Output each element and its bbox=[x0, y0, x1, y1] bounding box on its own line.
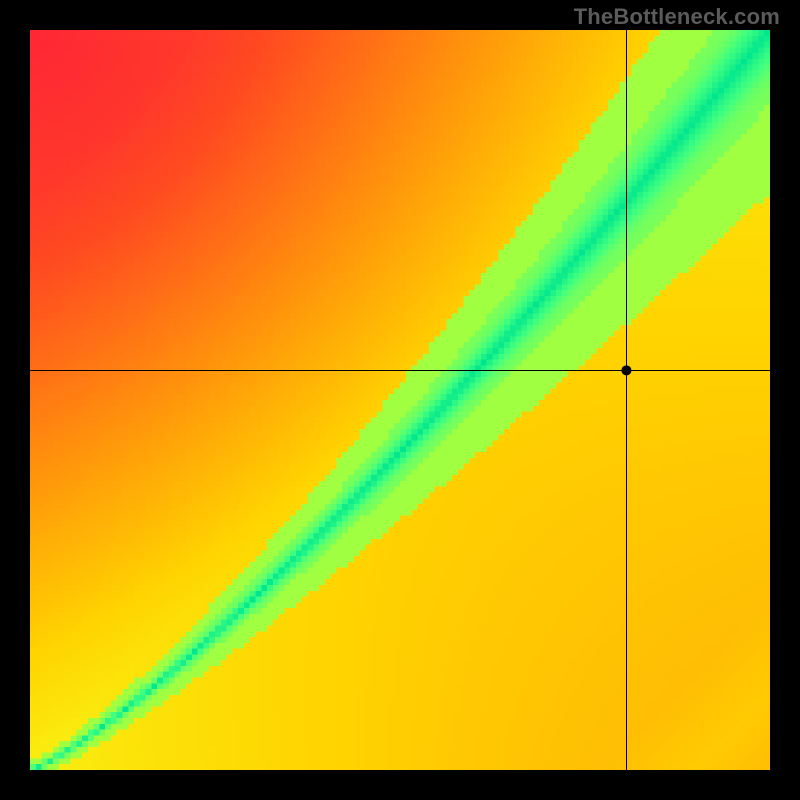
crosshair-overlay bbox=[30, 30, 770, 770]
chart-root: TheBottleneck.com bbox=[0, 0, 800, 800]
watermark-text: TheBottleneck.com bbox=[574, 4, 780, 30]
